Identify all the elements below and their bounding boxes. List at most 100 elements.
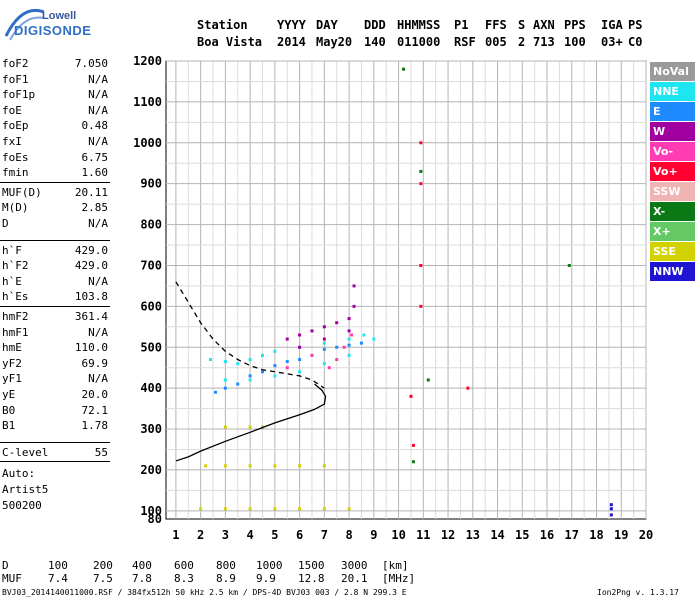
header-row1-cell: DDD xyxy=(364,18,386,32)
param-value: 429.0 xyxy=(74,259,108,273)
x-tick-label: 11 xyxy=(416,528,430,542)
data-point xyxy=(322,341,326,345)
param-value: 1.60 xyxy=(81,166,109,180)
header-row1-cell: HHMMSS xyxy=(397,18,441,32)
data-point xyxy=(310,353,314,357)
y-tick-label: 1000 xyxy=(133,136,162,150)
version-label: Ion2Png v. 1.3.17 xyxy=(597,588,679,597)
data-point xyxy=(273,464,277,468)
data-point xyxy=(223,507,227,511)
data-point xyxy=(411,460,415,464)
param-name: yE xyxy=(2,388,16,401)
x-tick-label: 17 xyxy=(565,528,579,542)
param-value: N/A xyxy=(88,325,108,339)
legend-item: SSW xyxy=(650,182,695,201)
param-row: foEs 6.75 xyxy=(2,150,108,165)
file-info: BVJ03_2014140011000.RSF / 384fx512h 50 k… xyxy=(2,588,407,597)
data-point xyxy=(260,370,264,374)
footer-row-value: 8.9 xyxy=(216,572,236,585)
plot-frame xyxy=(165,60,647,520)
virtual-height-profile xyxy=(175,281,325,389)
param-name: C-level xyxy=(2,445,49,459)
data-point xyxy=(248,358,252,362)
data-point xyxy=(342,345,346,349)
header-row2-cell: 011000 xyxy=(397,35,441,49)
header-row1-cell: S xyxy=(518,18,526,32)
data-point xyxy=(402,67,406,71)
header-row2-cell: May20 xyxy=(316,35,353,49)
param-name: yF2 xyxy=(2,356,22,370)
param-name: B1 xyxy=(2,419,16,433)
param-value: N/A xyxy=(88,135,108,148)
logo-line2: DIGISONDE xyxy=(14,23,92,38)
param-value: 69.9 xyxy=(81,356,109,370)
param-value: 103.8 xyxy=(74,290,108,304)
x-tick-label: 16 xyxy=(540,528,554,542)
data-point xyxy=(223,464,227,468)
data-point xyxy=(411,443,415,447)
footer-row-value: 7.5 xyxy=(93,572,113,585)
data-point xyxy=(223,378,227,382)
footer-row-value: 800 xyxy=(216,559,236,572)
data-point xyxy=(335,321,339,325)
data-point xyxy=(285,360,289,364)
param-row: h`F 429.0 xyxy=(2,243,108,258)
header-row1-cell: YYYY xyxy=(277,18,306,32)
footer-row-value: 400 xyxy=(132,559,152,572)
param-row: hmE 110.0 xyxy=(2,340,108,355)
data-point xyxy=(273,349,277,353)
param-name: h`F2 xyxy=(2,259,29,273)
y-tick-label: 1100 xyxy=(133,95,162,109)
footer-row-value: 12.8 xyxy=(298,572,325,585)
param-name: hmE xyxy=(2,341,22,355)
x-tick-label: 9 xyxy=(370,528,377,542)
param-value: N/A xyxy=(88,103,108,117)
param-name: fxI xyxy=(2,135,22,148)
data-point xyxy=(322,362,326,366)
data-point xyxy=(335,345,339,349)
param-value: N/A xyxy=(88,372,108,386)
param-row: foEp 0.48 xyxy=(2,118,108,133)
data-point xyxy=(409,394,413,398)
y-tick-label: 600 xyxy=(140,299,162,313)
footer-row-label: D xyxy=(2,559,9,572)
data-point xyxy=(248,374,252,378)
footer-row-value: 1500 xyxy=(298,559,325,572)
data-point xyxy=(419,169,423,173)
header-row1-cell: PS xyxy=(628,18,643,32)
data-point xyxy=(248,425,252,429)
data-point xyxy=(347,329,351,333)
data-point xyxy=(223,386,227,390)
data-point xyxy=(322,507,326,511)
param-name: h`E xyxy=(2,274,22,288)
param-name: foF1 xyxy=(2,72,29,86)
header-row1-cell: PPS xyxy=(564,18,586,32)
param-name: h`F xyxy=(2,243,22,257)
param-name: foE xyxy=(2,103,22,117)
data-point xyxy=(310,329,314,333)
param-value: 0.48 xyxy=(81,119,109,133)
y-tick-label: 100 xyxy=(140,504,162,518)
param-name: foEp xyxy=(2,119,29,133)
param-name: hmF1 xyxy=(2,325,29,339)
param-name: foF1p xyxy=(2,88,36,102)
param-value: 1.78 xyxy=(81,419,109,433)
digisonde-logo: Lowell DIGISONDE xyxy=(4,6,114,44)
footer-row-value: 8.3 xyxy=(174,572,194,585)
data-point xyxy=(248,378,252,382)
param-value: N/A xyxy=(88,72,108,86)
param-row: yF1 N/A xyxy=(2,371,108,386)
data-point xyxy=(426,378,430,382)
data-point xyxy=(248,507,252,511)
param-name: fmin xyxy=(2,166,29,180)
x-tick-label: 8 xyxy=(345,528,352,542)
y-tick-label: 80 xyxy=(148,512,162,526)
x-tick-label: 6 xyxy=(296,528,303,542)
true-height-profile xyxy=(175,383,327,462)
data-point xyxy=(236,362,240,366)
footer-row-value: 20.1 xyxy=(341,572,368,585)
data-point xyxy=(419,263,423,267)
param-value: 429.0 xyxy=(74,243,108,257)
param-row: foE N/A xyxy=(2,103,108,118)
param-divider xyxy=(0,441,110,443)
